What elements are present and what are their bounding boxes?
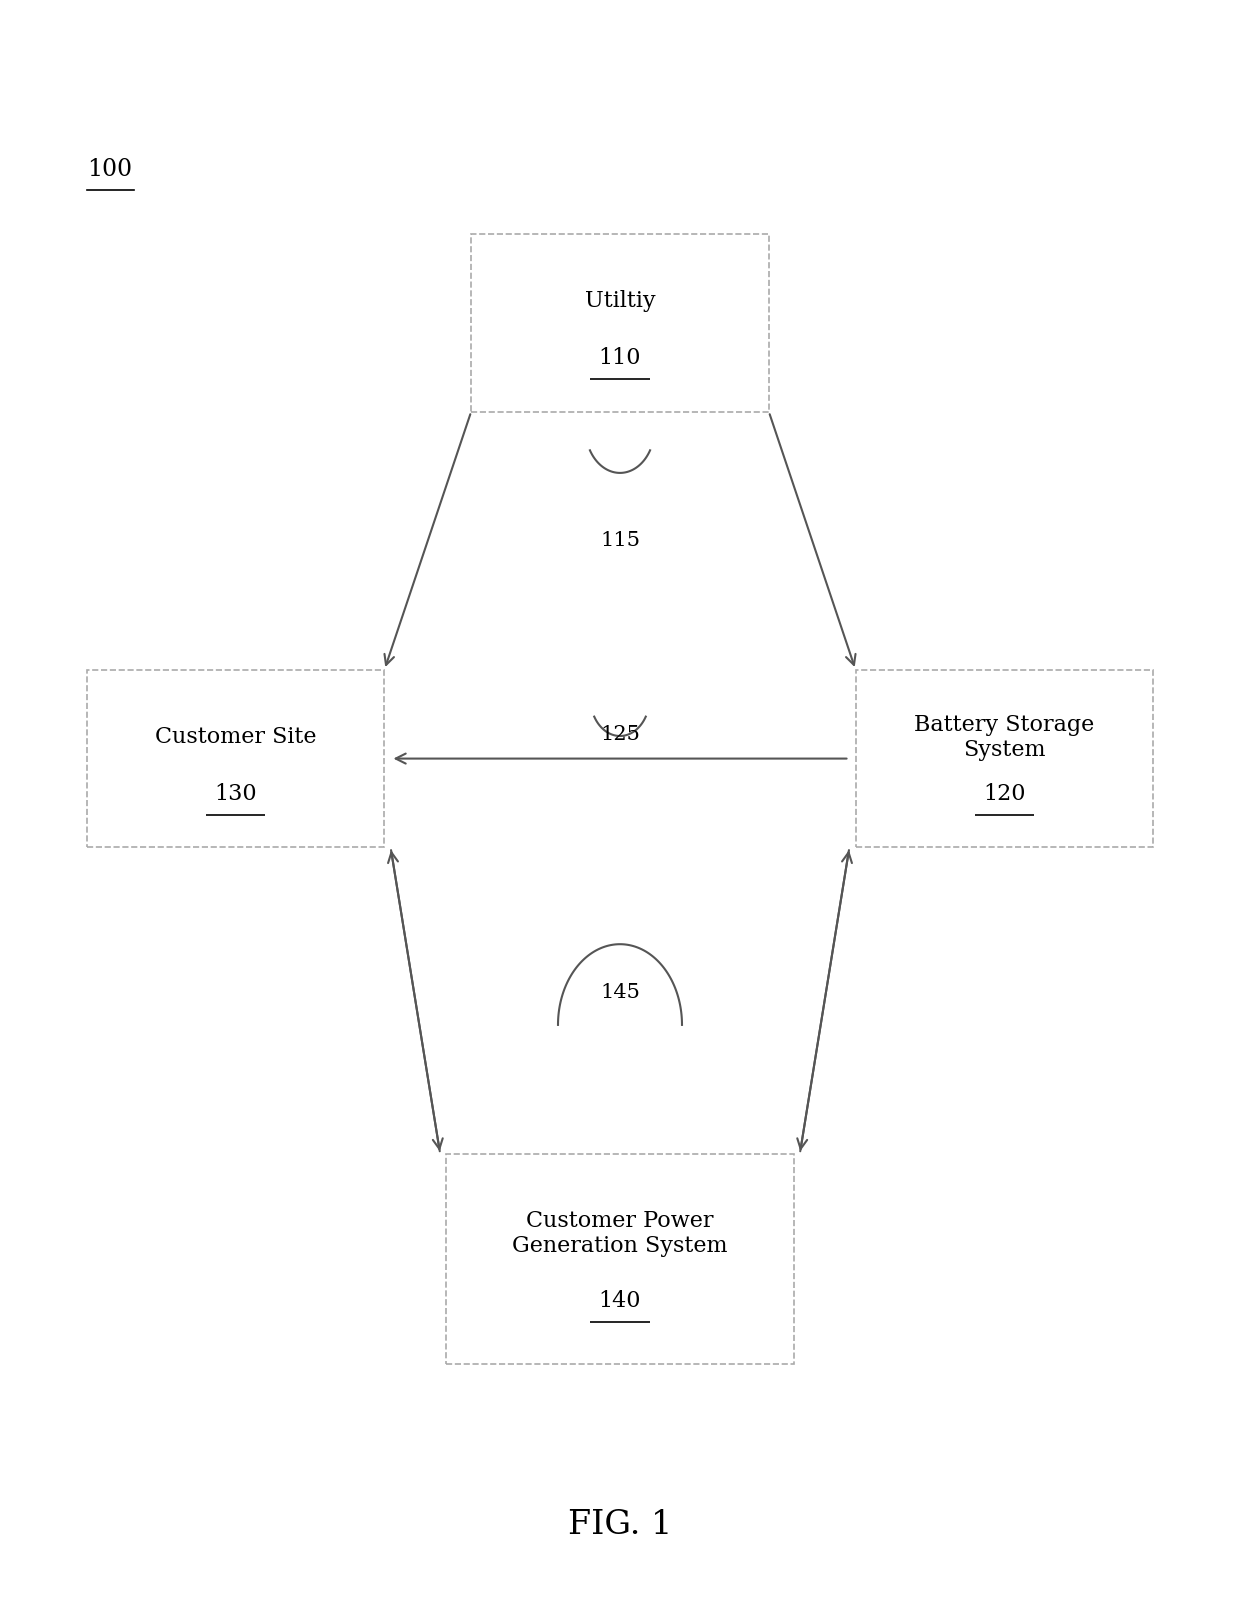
Bar bbox=[471, 234, 769, 412]
Text: 145: 145 bbox=[600, 983, 640, 1002]
Text: Customer Power
Generation System: Customer Power Generation System bbox=[512, 1210, 728, 1257]
Text: 140: 140 bbox=[599, 1290, 641, 1312]
Text: 120: 120 bbox=[983, 783, 1025, 805]
Text: 115: 115 bbox=[600, 531, 640, 550]
Bar bbox=[87, 670, 384, 847]
Text: 125: 125 bbox=[600, 725, 640, 744]
Text: FIG. 1: FIG. 1 bbox=[568, 1509, 672, 1541]
Bar bbox=[446, 1154, 794, 1364]
Text: Customer Site: Customer Site bbox=[155, 726, 316, 749]
Bar bbox=[856, 670, 1153, 847]
Text: Battery Storage
System: Battery Storage System bbox=[914, 713, 1095, 760]
Text: Utiltiy: Utiltiy bbox=[585, 291, 655, 313]
Text: 130: 130 bbox=[215, 783, 257, 805]
Text: 110: 110 bbox=[599, 347, 641, 370]
Text: 100: 100 bbox=[87, 158, 131, 181]
